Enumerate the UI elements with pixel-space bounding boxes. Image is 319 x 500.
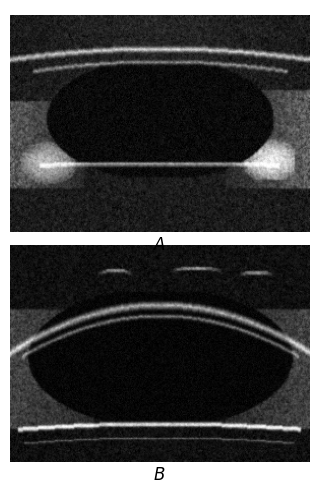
Text: B: B [154, 466, 165, 484]
Text: A: A [154, 236, 165, 254]
